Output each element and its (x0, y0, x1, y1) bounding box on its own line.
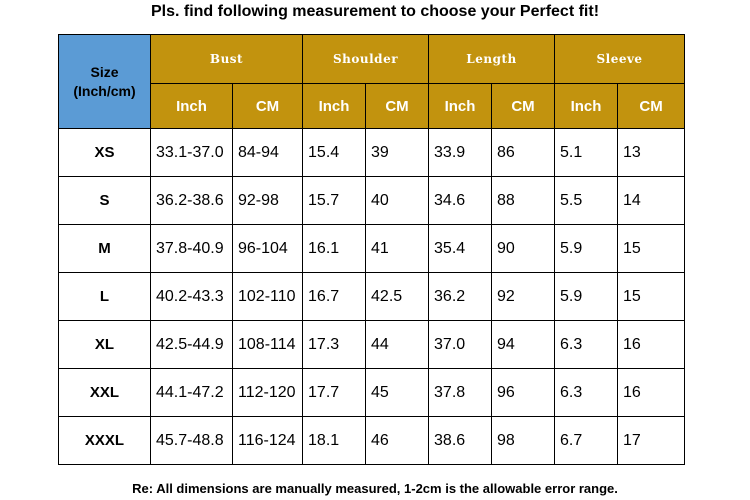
shoulder-inch-cell: 17.3 (302, 320, 367, 369)
bust-cm-cell: 96-104 (231, 224, 304, 273)
size-cell: XS (58, 128, 151, 177)
unit-header: Inch (428, 83, 493, 129)
unit-header: Inch (554, 83, 619, 129)
size-cell: S (58, 176, 151, 225)
shoulder-cm-cell: 45 (365, 368, 430, 417)
bust-cm-cell: 92-98 (231, 176, 304, 225)
bust-cm-cell: 112-120 (231, 368, 304, 417)
table-row: S 36.2-38.6 92-98 15.7 40 34.6 88 5.5 14 (58, 176, 686, 225)
shoulder-cm-cell: 40 (365, 176, 430, 225)
header-group-row: Size (Inch/cm) Bust Shoulder Length Slee… (58, 34, 686, 129)
sleeve-inch-cell: 6.3 (554, 368, 619, 417)
error-range-note: Re: All dimensions are manually measured… (132, 481, 618, 496)
length-cm-cell: 94 (491, 320, 556, 369)
shoulder-cm-cell: 44 (365, 320, 430, 369)
size-header-unit: (Inch/cm) (73, 82, 136, 99)
size-column-header: Size (Inch/cm) (58, 34, 151, 129)
length-cm-cell: 96 (491, 368, 556, 417)
shoulder-inch-cell: 16.7 (302, 272, 367, 321)
shoulder-inch-cell: 16.1 (302, 224, 367, 273)
unit-header: CM (231, 83, 304, 129)
sleeve-cm-cell: 16 (617, 320, 686, 369)
length-inch-cell: 35.4 (428, 224, 493, 273)
bust-inch-cell: 44.1-47.2 (150, 368, 233, 417)
shoulder-inch-cell: 17.7 (302, 368, 367, 417)
bust-cm-cell: 108-114 (231, 320, 304, 369)
length-inch-cell: 33.9 (428, 128, 493, 177)
length-group-header: Length (428, 34, 556, 84)
length-inch-cell: 34.6 (428, 176, 493, 225)
shoulder-cm-cell: 41 (365, 224, 430, 273)
table-row: XXXL 45.7-48.8 116-124 18.1 46 38.6 98 6… (58, 416, 686, 465)
size-cell: M (58, 224, 151, 273)
length-cm-cell: 98 (491, 416, 556, 465)
table-row: XXL 44.1-47.2 112-120 17.7 45 37.8 96 6.… (58, 368, 686, 417)
bust-inch-cell: 36.2-38.6 (150, 176, 233, 225)
table-row: XL 42.5-44.9 108-114 17.3 44 37.0 94 6.3… (58, 320, 686, 369)
shoulder-inch-cell: 15.7 (302, 176, 367, 225)
length-inch-cell: 37.8 (428, 368, 493, 417)
sleeve-inch-cell: 5.5 (554, 176, 619, 225)
sleeve-cm-cell: 13 (617, 128, 686, 177)
sleeve-cm-cell: 17 (617, 416, 686, 465)
length-inch-cell: 37.0 (428, 320, 493, 369)
sleeve-group-header: Sleeve (554, 34, 686, 84)
shoulder-inch-cell: 18.1 (302, 416, 367, 465)
shoulder-cm-cell: 39 (365, 128, 430, 177)
unit-header: CM (491, 83, 556, 129)
size-chart-table: Size (Inch/cm) Bust Shoulder Length Slee… (58, 34, 686, 465)
length-cm-cell: 88 (491, 176, 556, 225)
bust-group-header: Bust (149, 34, 304, 84)
shoulder-inch-cell: 15.4 (302, 128, 367, 177)
table-row: XS 33.1-37.0 84-94 15.4 39 33.9 86 5.1 1… (58, 128, 686, 177)
size-cell: XXXL (58, 416, 151, 465)
table-row: L 40.2-43.3 102-110 16.7 42.5 36.2 92 5.… (58, 272, 686, 321)
unit-header: CM (617, 83, 686, 129)
length-inch-cell: 38.6 (428, 416, 493, 465)
sleeve-cm-cell: 16 (617, 368, 686, 417)
unit-header: Inch (302, 83, 367, 129)
sleeve-inch-cell: 5.1 (554, 128, 619, 177)
size-cell: L (58, 272, 151, 321)
bust-inch-cell: 45.7-48.8 (150, 416, 233, 465)
size-cell: XXL (58, 368, 151, 417)
bust-inch-cell: 42.5-44.9 (150, 320, 233, 369)
size-cell: XL (58, 320, 151, 369)
length-cm-cell: 92 (491, 272, 556, 321)
sleeve-cm-cell: 14 (617, 176, 686, 225)
unit-header: CM (365, 83, 430, 129)
page-title: Pls. find following measurement to choos… (150, 3, 600, 20)
sleeve-inch-cell: 6.7 (554, 416, 619, 465)
sleeve-inch-cell: 5.9 (554, 224, 619, 273)
bust-cm-cell: 102-110 (231, 272, 304, 321)
bust-cm-cell: 84-94 (231, 128, 304, 177)
size-header-label: Size (90, 63, 119, 80)
length-cm-cell: 90 (491, 224, 556, 273)
sleeve-inch-cell: 5.9 (554, 272, 619, 321)
bust-cm-cell: 116-124 (231, 416, 304, 465)
sleeve-cm-cell: 15 (617, 224, 686, 273)
bust-inch-cell: 33.1-37.0 (150, 128, 233, 177)
header-unit-row: Inch CM Inch CM Inch CM Inch CM (59, 83, 686, 129)
table-row: M 37.8-40.9 96-104 16.1 41 35.4 90 5.9 1… (58, 224, 686, 273)
bust-inch-cell: 40.2-43.3 (150, 272, 233, 321)
shoulder-cm-cell: 42.5 (365, 272, 430, 321)
length-inch-cell: 36.2 (428, 272, 493, 321)
sleeve-cm-cell: 15 (617, 272, 686, 321)
bust-inch-cell: 37.8-40.9 (150, 224, 233, 273)
shoulder-cm-cell: 46 (365, 416, 430, 465)
sleeve-inch-cell: 6.3 (554, 320, 619, 369)
length-cm-cell: 86 (491, 128, 556, 177)
unit-header: Inch (150, 83, 233, 129)
shoulder-group-header: Shoulder (302, 34, 430, 84)
